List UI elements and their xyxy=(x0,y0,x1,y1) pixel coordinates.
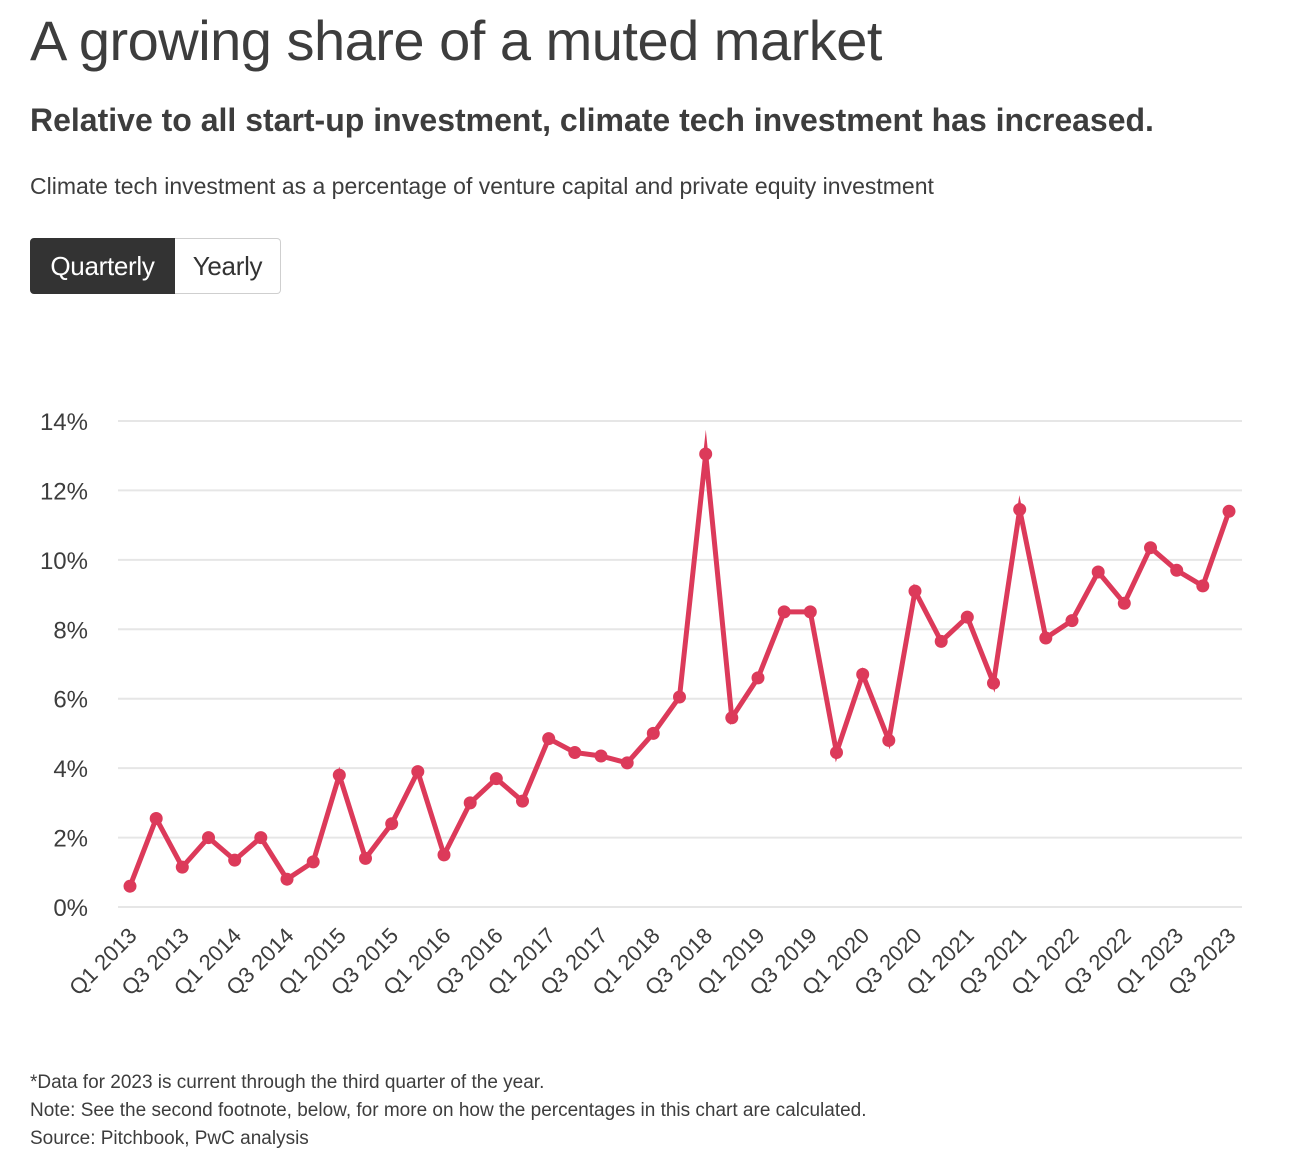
y-tick-label: 12% xyxy=(40,478,88,505)
data-point[interactable] xyxy=(856,667,870,681)
quarterly-button[interactable]: Quarterly xyxy=(30,238,175,294)
data-point[interactable] xyxy=(960,610,974,624)
data-point[interactable] xyxy=(673,690,686,704)
data-point[interactable] xyxy=(830,746,843,759)
data-point[interactable] xyxy=(594,749,608,763)
y-tick-label: 6% xyxy=(53,687,88,714)
y-tick-label: 2% xyxy=(53,826,88,853)
data-point[interactable] xyxy=(542,732,556,746)
gridlines xyxy=(118,420,1242,908)
chart-title: A growing share of a muted market xyxy=(30,9,882,72)
data-point[interactable] xyxy=(882,733,896,747)
data-point[interactable] xyxy=(1222,504,1236,518)
data-point[interactable] xyxy=(385,817,399,831)
footnote-2023-data: *Data for 2023 is current through the th… xyxy=(30,1072,545,1093)
data-point[interactable] xyxy=(699,447,713,461)
data-point[interactable] xyxy=(1065,614,1079,628)
footnotes: *Data for 2023 is current through the th… xyxy=(30,1069,867,1153)
series-line xyxy=(127,429,1232,888)
data-point[interactable] xyxy=(1013,503,1027,516)
period-toggle: Quarterly Yearly xyxy=(30,238,281,294)
series-climate-tech-share xyxy=(123,429,1236,893)
y-tick-label: 4% xyxy=(53,756,88,783)
data-point[interactable] xyxy=(175,860,189,874)
data-point[interactable] xyxy=(908,584,922,598)
footnote-source: Source: Pitchbook, PwC analysis xyxy=(30,1128,309,1149)
data-point[interactable] xyxy=(1039,631,1053,645)
data-point[interactable] xyxy=(1117,596,1131,610)
data-point[interactable] xyxy=(228,853,242,867)
data-point[interactable] xyxy=(306,855,320,869)
data-point[interactable] xyxy=(123,879,137,893)
data-point[interactable] xyxy=(437,848,451,862)
data-point[interactable] xyxy=(1144,541,1157,555)
y-tick-label: 14% xyxy=(40,409,88,436)
data-point[interactable] xyxy=(1170,563,1184,577)
data-point[interactable] xyxy=(568,746,582,759)
data-point[interactable] xyxy=(149,812,163,825)
data-point[interactable] xyxy=(725,711,739,725)
yearly-button[interactable]: Yearly xyxy=(175,238,281,294)
data-point[interactable] xyxy=(803,605,817,619)
data-point[interactable] xyxy=(516,794,529,808)
data-point[interactable] xyxy=(332,768,346,782)
data-point[interactable] xyxy=(777,605,791,619)
data-point[interactable] xyxy=(1091,565,1105,579)
data-point[interactable] xyxy=(620,756,634,770)
y-tick-label: 8% xyxy=(53,617,88,644)
data-point[interactable] xyxy=(646,726,660,740)
data-point[interactable] xyxy=(463,796,477,810)
data-point[interactable] xyxy=(751,671,765,685)
data-point[interactable] xyxy=(280,872,294,886)
data-point[interactable] xyxy=(1196,579,1210,593)
footnote-note: Note: See the second footnote, below, fo… xyxy=(30,1100,867,1121)
data-point[interactable] xyxy=(202,831,215,845)
y-axis-ticks: 0% 2% 4% 6% 8% 10% 12% 14% xyxy=(40,409,88,922)
y-tick-label: 10% xyxy=(40,548,88,575)
data-point[interactable] xyxy=(987,676,1000,690)
data-point[interactable] xyxy=(359,851,372,865)
y-tick-label: 0% xyxy=(53,895,88,922)
chart-caption: Climate tech investment as a percentage … xyxy=(30,173,934,199)
data-point[interactable] xyxy=(254,831,268,845)
chart-subtitle: Relative to all start-up investment, cli… xyxy=(30,102,1154,138)
data-point[interactable] xyxy=(934,634,948,648)
data-point[interactable] xyxy=(489,772,503,786)
data-point[interactable] xyxy=(411,765,425,779)
